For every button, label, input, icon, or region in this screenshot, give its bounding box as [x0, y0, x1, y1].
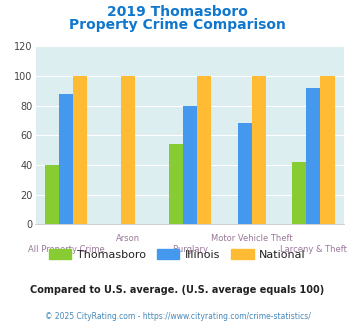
Legend: Thomasboro, Illinois, National: Thomasboro, Illinois, National: [45, 244, 310, 264]
Bar: [183, 106, 197, 224]
Text: Burglary: Burglary: [172, 245, 208, 254]
Text: All Property Crime: All Property Crime: [28, 245, 105, 254]
Bar: [197, 76, 211, 224]
Text: Larceny & Theft: Larceny & Theft: [280, 245, 347, 254]
Bar: [59, 94, 73, 224]
Bar: [237, 123, 252, 224]
Bar: [293, 162, 306, 224]
Bar: [306, 88, 321, 224]
Bar: [121, 76, 135, 224]
Bar: [321, 76, 334, 224]
Bar: [252, 76, 266, 224]
Text: Compared to U.S. average. (U.S. average equals 100): Compared to U.S. average. (U.S. average …: [31, 285, 324, 295]
Bar: [45, 165, 59, 224]
Text: © 2025 CityRating.com - https://www.cityrating.com/crime-statistics/: © 2025 CityRating.com - https://www.city…: [45, 312, 310, 321]
Text: Arson: Arson: [116, 234, 140, 243]
Text: 2019 Thomasboro: 2019 Thomasboro: [107, 5, 248, 19]
Text: Motor Vehicle Theft: Motor Vehicle Theft: [211, 234, 293, 243]
Bar: [169, 144, 183, 224]
Text: Property Crime Comparison: Property Crime Comparison: [69, 18, 286, 32]
Bar: [73, 76, 87, 224]
